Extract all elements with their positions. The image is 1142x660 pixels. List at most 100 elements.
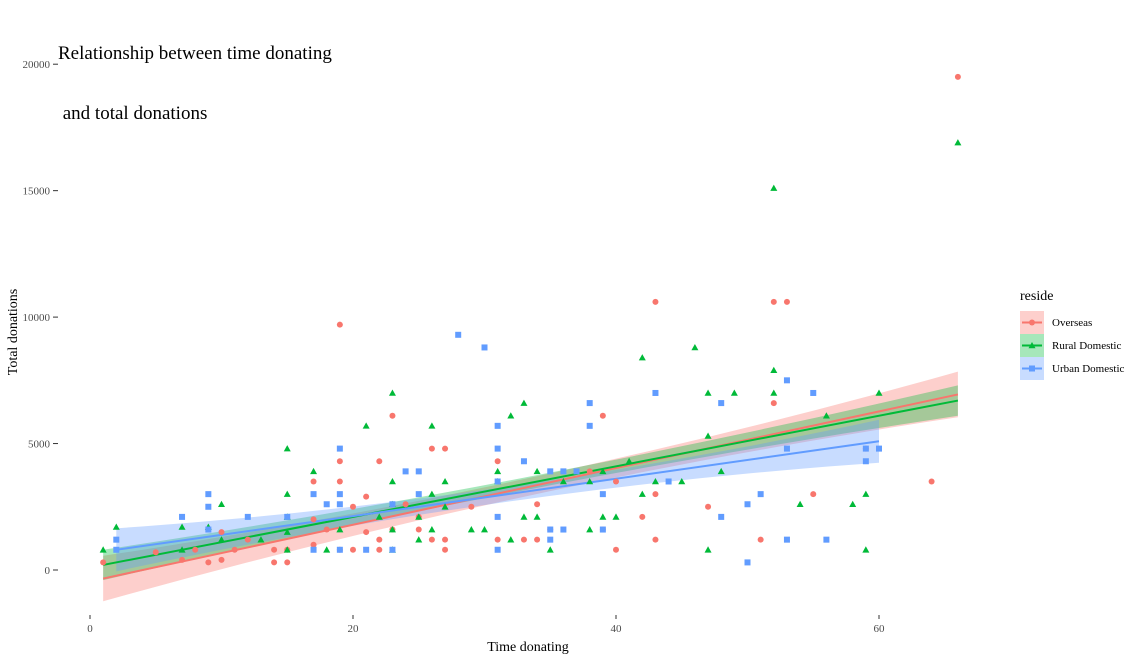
point-overseas	[323, 526, 330, 533]
point-overseas	[415, 526, 422, 533]
point-rural-domestic	[770, 184, 778, 191]
point-urban-domestic	[547, 536, 554, 543]
legend-marker	[1029, 365, 1035, 372]
point-rural-domestic	[717, 467, 725, 475]
x-tick-label: 20	[348, 623, 360, 635]
point-overseas	[205, 559, 212, 566]
point-overseas	[534, 536, 541, 543]
regression-lines	[102, 393, 959, 580]
legend-label: Urban Domestic	[1052, 362, 1125, 375]
chart-title-line-1: Relationship between time donating	[58, 43, 332, 64]
point-urban-domestic	[494, 422, 501, 429]
point-overseas	[639, 513, 646, 520]
point-urban-domestic	[876, 445, 882, 452]
point-urban-domestic	[389, 501, 396, 508]
point-rural-domestic	[283, 528, 291, 535]
legend-item-overseas: Overseas	[1020, 311, 1124, 334]
point-overseas	[652, 491, 659, 498]
point-urban-domestic	[402, 468, 409, 475]
point-overseas	[534, 501, 541, 508]
point-overseas	[152, 549, 159, 556]
fit-line-overseas	[102, 393, 959, 580]
point-urban-domestic	[323, 501, 330, 508]
point-overseas	[783, 298, 790, 305]
point-urban-domestic	[586, 400, 593, 407]
point-urban-domestic	[336, 491, 343, 498]
point-overseas	[363, 493, 370, 500]
point-overseas	[954, 73, 961, 80]
fit-line-rural-domestic	[102, 399, 959, 566]
y-tick-label: 5000	[28, 439, 51, 451]
point-urban-domestic	[415, 491, 422, 498]
point-rural-domestic	[112, 523, 120, 530]
point-overseas	[376, 458, 383, 465]
point-overseas	[389, 412, 396, 419]
point-overseas	[810, 491, 817, 498]
point-rural-domestic	[862, 546, 870, 553]
chart-title-line-2: and total donations	[58, 103, 208, 124]
x-tick-label: 0	[87, 623, 93, 635]
point-urban-domestic	[205, 491, 212, 498]
legend-label: Overseas	[1052, 316, 1093, 329]
point-urban-domestic	[547, 468, 554, 475]
legend-items: Overseas Rural Domestic Urban Domestic	[1020, 311, 1124, 380]
point-overseas	[310, 541, 317, 548]
point-overseas	[442, 546, 449, 553]
point-overseas	[442, 536, 449, 543]
point-rural-domestic	[704, 389, 712, 396]
point-overseas	[350, 503, 356, 510]
point-urban-domestic	[652, 389, 659, 396]
point-urban-domestic	[757, 491, 764, 498]
point-overseas	[613, 478, 619, 485]
point-urban-domestic	[205, 503, 212, 510]
point-rural-domestic	[599, 467, 607, 475]
point-overseas	[310, 478, 317, 485]
point-overseas	[218, 529, 225, 536]
point-overseas	[520, 536, 527, 543]
point-urban-domestic	[547, 526, 554, 533]
point-urban-domestic	[718, 400, 725, 407]
point-urban-domestic	[113, 536, 120, 543]
point-rural-domestic	[388, 526, 396, 533]
point-rural-domestic	[388, 477, 396, 485]
point-rural-domestic	[520, 513, 528, 520]
point-rural-domestic	[218, 536, 225, 543]
point-urban-domestic	[113, 546, 120, 553]
point-urban-domestic	[336, 445, 343, 452]
point-rural-domestic	[651, 477, 659, 485]
point-urban-domestic	[599, 526, 606, 533]
point-rural-domestic	[533, 513, 541, 520]
point-rural-domestic	[678, 477, 686, 485]
point-overseas	[442, 445, 449, 452]
point-urban-domestic	[179, 513, 186, 520]
point-urban-domestic	[599, 491, 606, 498]
x-tick-label: 60	[874, 623, 886, 635]
point-overseas	[271, 546, 278, 553]
point-urban-domestic	[494, 513, 501, 520]
legend-item-urban-domestic: Urban Domestic	[1020, 357, 1124, 380]
point-overseas	[350, 546, 356, 553]
point-rural-domestic	[875, 389, 883, 396]
point-urban-domestic	[363, 546, 370, 553]
point-rural-domestic	[336, 526, 344, 533]
point-urban-domestic	[244, 513, 251, 520]
point-overseas	[284, 559, 291, 566]
point-rural-domestic	[586, 526, 594, 533]
point-rural-domestic	[467, 526, 475, 533]
point-rural-domestic	[770, 389, 778, 396]
point-urban-domestic	[560, 468, 567, 475]
point-overseas	[100, 559, 107, 566]
point-rural-domestic	[586, 477, 594, 485]
point-rural-domestic	[533, 467, 541, 475]
point-rural-domestic	[481, 526, 488, 533]
point-rural-domestic	[428, 490, 436, 497]
point-urban-domestic	[823, 536, 830, 543]
point-rural-domestic	[704, 432, 712, 439]
point-rural-domestic	[257, 536, 265, 543]
legend-item-rural-domestic: Rural Domestic	[1020, 334, 1124, 357]
point-urban-domestic	[336, 546, 343, 553]
point-rural-domestic	[178, 546, 186, 553]
point-rural-domestic	[441, 477, 449, 485]
point-overseas	[310, 516, 317, 523]
point-rural-domestic	[388, 389, 396, 396]
